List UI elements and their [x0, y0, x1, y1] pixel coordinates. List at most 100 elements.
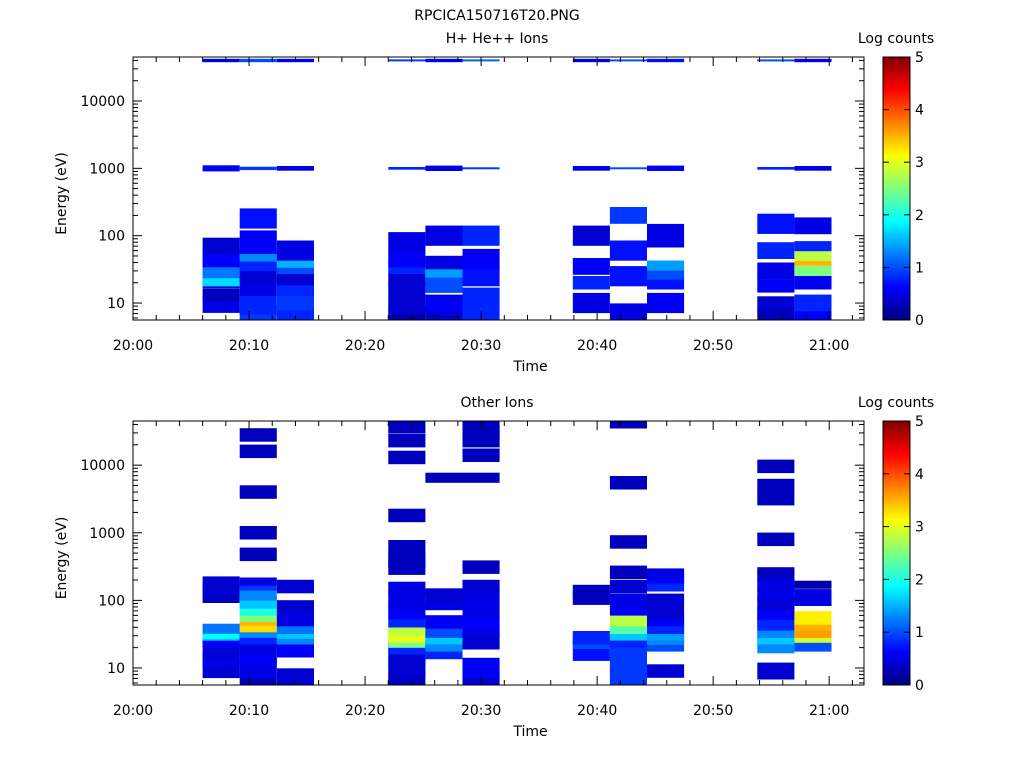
x-tick-label: 20:40 — [577, 703, 617, 719]
heatmap-cell — [609, 240, 647, 261]
heatmap-cell — [462, 604, 500, 618]
heatmap-cell — [794, 265, 832, 276]
heatmap-cell — [239, 208, 277, 229]
heatmap-cell — [647, 573, 685, 584]
heatmap-cell — [239, 428, 277, 442]
heatmap-cell — [462, 472, 500, 483]
x-tick-label: 20:50 — [693, 338, 733, 354]
x-axis-label: Time — [512, 724, 547, 740]
heatmap-cell — [425, 255, 463, 270]
heatmap-cell — [202, 576, 240, 590]
heatmap-cell — [647, 165, 685, 171]
x-tick-label: 20:00 — [113, 338, 153, 354]
heatmap-cell — [462, 448, 500, 462]
heatmap-cell — [647, 58, 685, 63]
heatmap-cell — [757, 307, 795, 320]
heatmap-cell — [388, 508, 426, 523]
heatmap-cell — [462, 560, 500, 574]
heatmap-cell — [388, 167, 426, 170]
heatmap-cell — [757, 570, 795, 581]
heatmap-cell — [388, 433, 426, 448]
colorbar-label: Log counts — [858, 395, 934, 411]
heatmap-cell — [757, 478, 795, 493]
colorbar-ticks: 0 1 2 3 4 5 — [883, 414, 924, 694]
heatmap-cell — [462, 287, 500, 308]
y-tick-label: 100 — [98, 593, 125, 609]
heatmap-cell — [757, 296, 795, 310]
heatmap-cell — [757, 59, 795, 62]
heatmap-cell — [239, 485, 277, 499]
heatmap-cell — [609, 579, 647, 594]
heatmap-cell — [647, 568, 685, 579]
heatmap-cell — [388, 421, 426, 434]
y-axis-ticks: 10 100 1000 10000 — [80, 423, 864, 684]
heatmap-cell — [609, 565, 647, 580]
x-axis-label: Time — [512, 359, 547, 375]
heatmap-cell — [462, 248, 500, 270]
heatmap-cell — [462, 657, 500, 679]
heatmap-cell — [572, 292, 610, 314]
heatmap-cell — [388, 273, 426, 287]
colorbar — [882, 56, 911, 321]
colorbar-label: Log counts — [858, 31, 934, 47]
x-tick-label: 20:20 — [345, 703, 385, 719]
heatmap-cell — [647, 223, 685, 248]
heatmap-cell — [462, 266, 500, 287]
heatmap-cell — [276, 166, 314, 171]
heatmap-cell — [425, 165, 463, 171]
x-tick-label: 21:00 — [809, 338, 849, 354]
heatmap-cell — [388, 550, 426, 565]
colorbar-tick-label: 3 — [915, 520, 924, 536]
heatmap-cell — [794, 241, 832, 252]
heatmap-cell — [794, 250, 832, 261]
x-tick-label: 20:30 — [461, 703, 501, 719]
x-tick-label: 20:00 — [113, 703, 153, 719]
colorbar-tick-label: 4 — [915, 467, 924, 483]
heatmap-cell — [388, 590, 426, 611]
heatmap-cell — [572, 58, 610, 63]
colorbar-tick-label: 2 — [915, 208, 924, 224]
heatmap-cell — [609, 535, 647, 549]
heatmap-cell — [757, 213, 795, 234]
heatmap-cell — [202, 237, 240, 255]
x-axis-ticks: 20:00 20:10 20:20 20:30 20:40 20:50 21:00 — [113, 57, 853, 354]
heatmap-cell — [794, 589, 832, 606]
y-tick-label: 1000 — [89, 526, 125, 542]
panel-title: H+ He++ Ions — [446, 31, 549, 47]
colorbar-tick-label: 1 — [915, 625, 924, 641]
y-tick-label: 10000 — [80, 94, 125, 110]
x-tick-label: 20:10 — [229, 338, 269, 354]
heatmap-cell — [462, 167, 500, 170]
heatmap-cell — [794, 259, 832, 266]
heatmap-cell — [239, 577, 277, 586]
heatmap-cell — [647, 260, 685, 271]
heatmap-cell — [794, 276, 832, 290]
heatmap-cell — [388, 297, 426, 315]
heatmap-cell — [425, 472, 463, 483]
heatmap-cell — [202, 58, 240, 63]
heatmap-cell — [572, 166, 610, 171]
heatmap-cell — [757, 279, 795, 293]
y-tick-label: 1000 — [89, 161, 125, 177]
heatmap-cell — [757, 662, 795, 680]
heatmap-cell — [388, 59, 426, 62]
heatmap-cell — [239, 58, 277, 63]
heatmap-cell — [609, 421, 647, 429]
heatmap-cell — [388, 232, 426, 253]
heatmap-cell — [757, 491, 795, 506]
figure-title: RPCICA150716T20.PNG — [414, 8, 579, 24]
heatmap-cell — [609, 207, 647, 224]
heatmap-cell — [202, 288, 240, 303]
colorbar-tick-label: 5 — [915, 414, 924, 430]
heatmap-cell — [609, 612, 647, 627]
heatmap-cell — [388, 540, 426, 554]
colorbar-ticks: 0 1 2 3 4 5 — [883, 50, 924, 329]
heatmap-cells — [202, 58, 832, 320]
heatmap-cell — [609, 476, 647, 490]
heatmap-cell — [388, 282, 426, 300]
heatmap-cell — [572, 225, 610, 246]
heatmap-cell — [757, 459, 795, 474]
heatmap-cell — [276, 579, 314, 594]
